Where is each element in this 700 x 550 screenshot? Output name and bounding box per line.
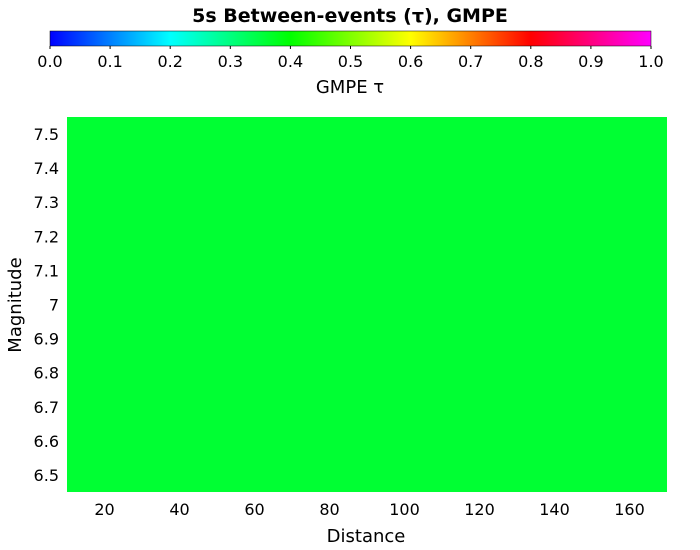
x-axis-title: Distance [327,526,406,547]
colorbar-tick-label: 0.7 [458,52,483,71]
heatmap-cells [67,117,667,492]
colorbar-tick-label: 0.4 [278,52,303,71]
colorbar-tick-label: 0.9 [578,52,603,71]
colorbar-tick-label: 0.8 [518,52,543,71]
colorbar-tick-label: 0.1 [97,52,122,71]
x-tick-label: 40 [169,500,189,519]
colorbar-tick-label: 0.5 [338,52,363,71]
y-tick-label: 7 [49,296,59,315]
y-tick-label: 7.1 [34,261,59,280]
y-tick-label: 6.5 [34,466,59,485]
chart-title: 5s Between-events (τ), GMPE [192,5,508,27]
y-axis-title: Magnitude [5,257,26,352]
x-tick-label: 120 [464,500,495,519]
x-tick-label: 160 [614,500,645,519]
y-axis-ticks: 6.5 6.6 6.7 6.8 6.9 7 7.1 7.2 7.3 7.4 7.5 [34,125,59,485]
colorbar-tick-label: 0.0 [37,52,62,71]
x-tick-label: 60 [244,500,264,519]
y-tick-label: 7.2 [34,227,59,246]
colorbar-tick-label: 0.2 [157,52,182,71]
x-tick-label: 140 [539,500,570,519]
y-tick-label: 6.9 [34,330,59,349]
plot-area: 20 40 60 80 100 120 140 160 6.5 6.6 6.7 6.8 6.9 7 7.1… [34,117,667,519]
y-tick-label: 6.6 [34,432,59,451]
colorbar-ticks: 0.0 0.1 0.2 0.3 0.4 0.5 0.6 0.7 0.8 0.9 1.0 [37,46,664,71]
colorbar-tick-label: 0.3 [218,52,243,71]
x-tick-label: 100 [389,500,420,519]
colorbar-tick-label: 0.6 [398,52,423,71]
y-tick-label: 7.4 [34,159,59,178]
y-tick-label: 7.3 [34,193,59,212]
x-axis-ticks: 20 40 60 80 100 120 140 160 [94,500,644,519]
colorbar-tick-label: 1.0 [638,52,663,71]
x-tick-label: 20 [94,500,114,519]
y-tick-label: 6.7 [34,398,59,417]
colorbar: 0.0 0.1 0.2 0.3 0.4 0.5 0.6 0.7 0.8 0.9 1.0 GMPE τ [37,30,664,98]
y-tick-label: 7.5 [34,125,59,144]
y-tick-label: 6.8 [34,364,59,383]
x-tick-label: 80 [319,500,339,519]
colorbar-gradient [49,30,652,47]
heatmap-cell [67,117,667,492]
colorbar-label: GMPE τ [316,77,384,98]
